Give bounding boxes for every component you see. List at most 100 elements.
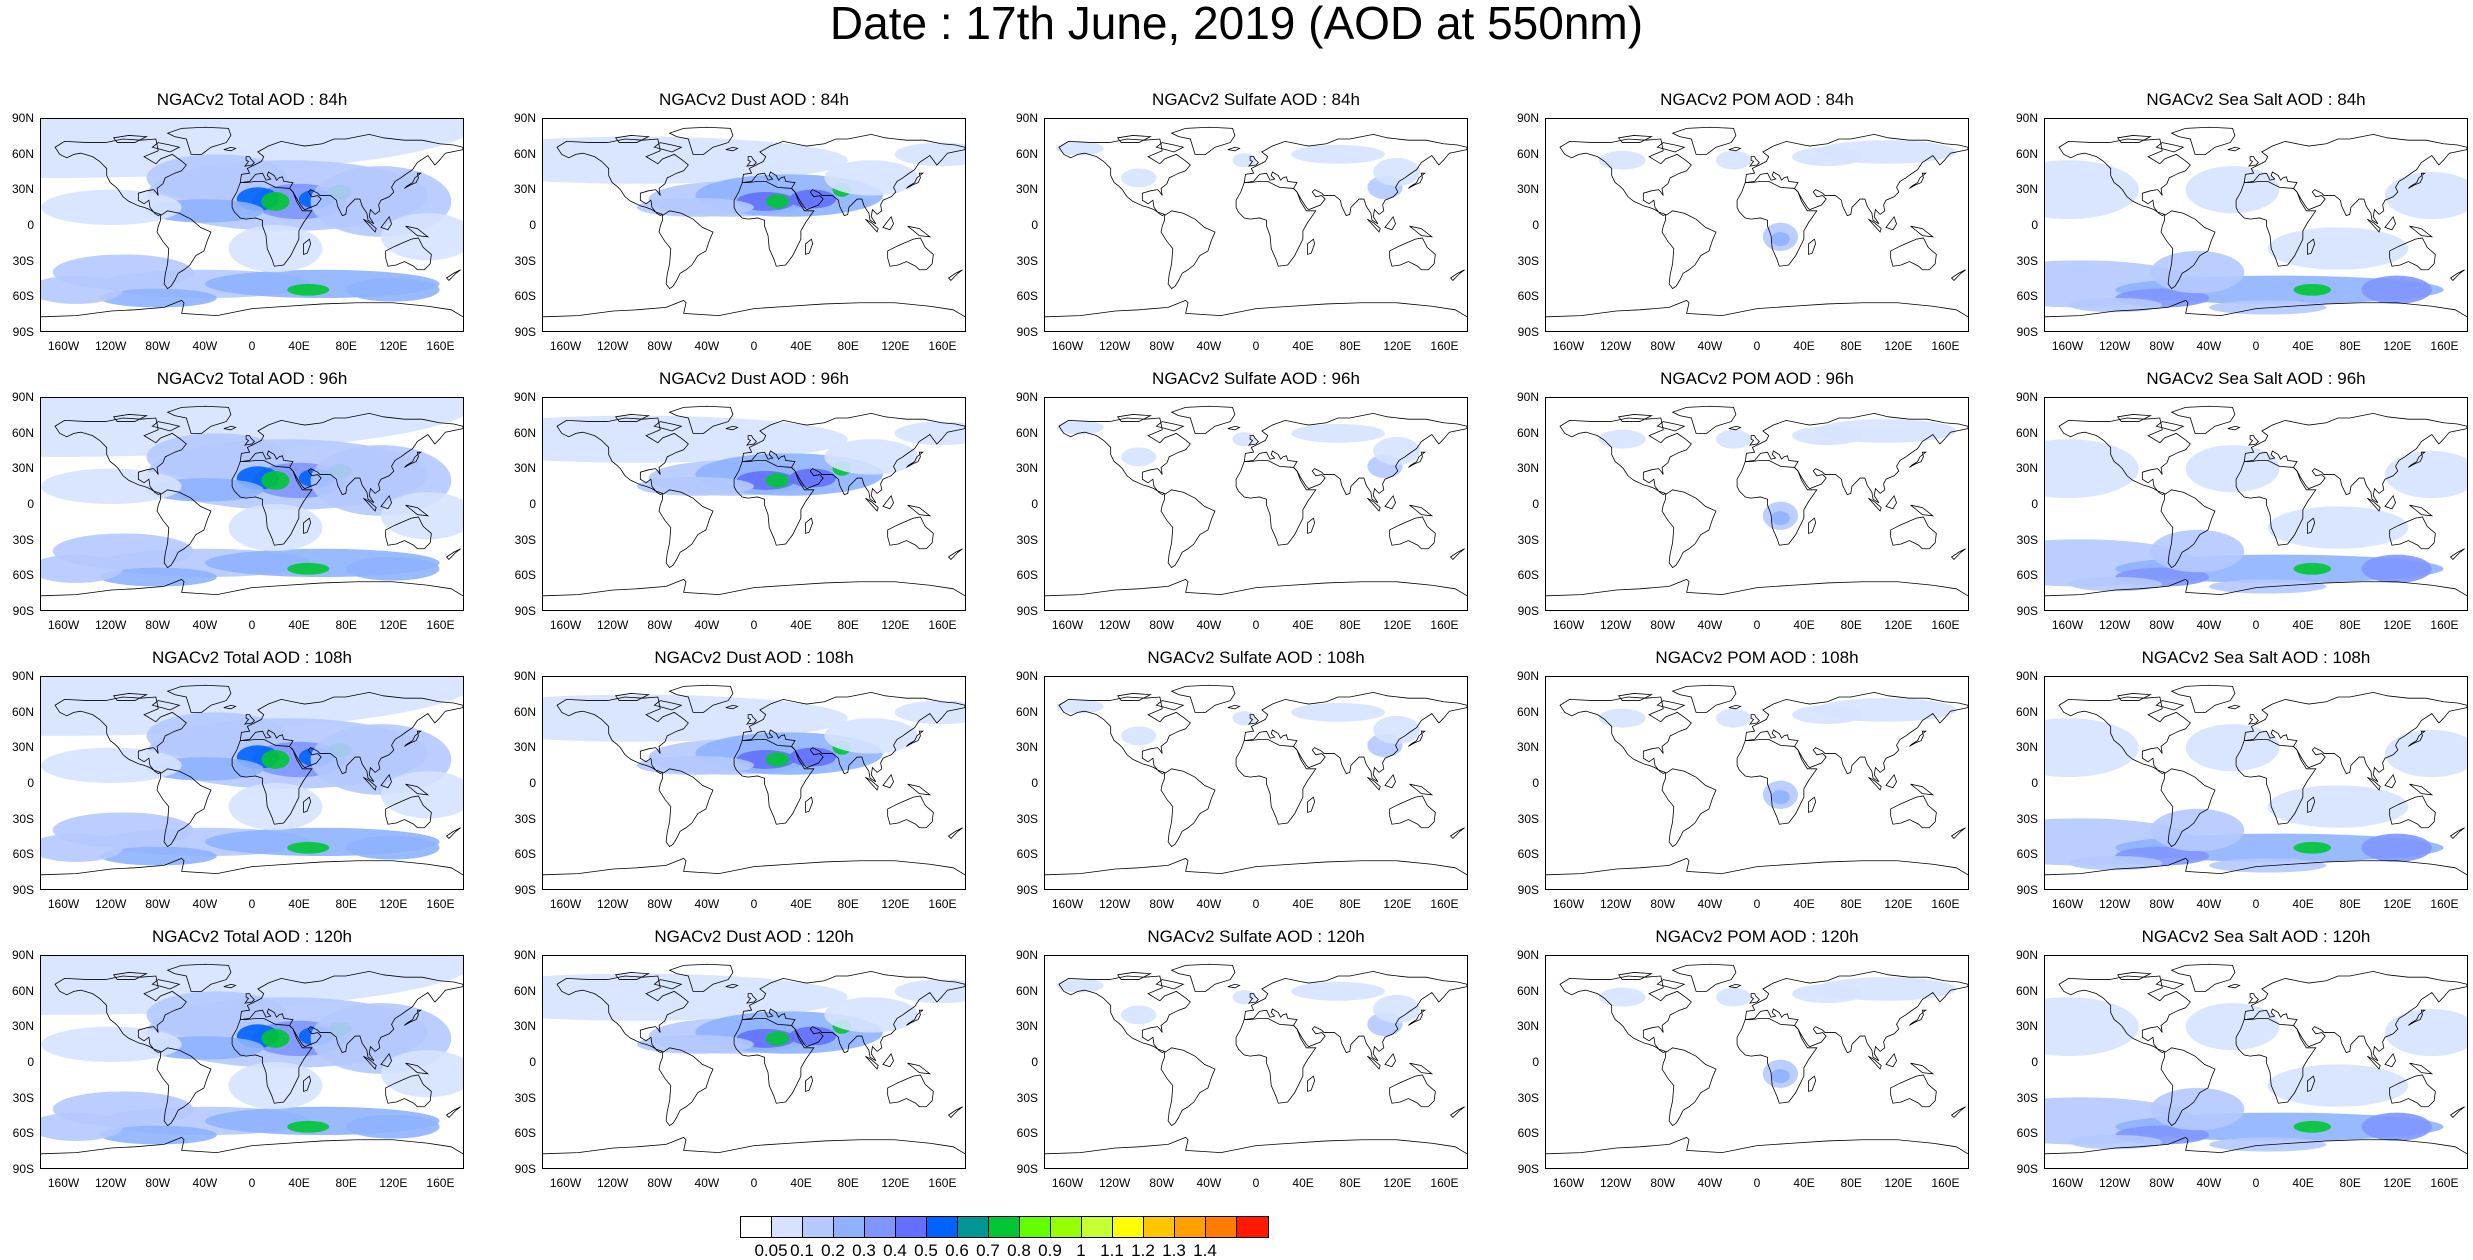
coastline xyxy=(658,1047,714,1127)
map-frame xyxy=(2044,118,2468,332)
world-map xyxy=(41,398,463,597)
lon-tick-label: 80W xyxy=(647,618,673,632)
lat-tick-label: 90S xyxy=(1517,604,1539,618)
coastline xyxy=(614,135,650,143)
lon-tick-label: 80W xyxy=(1149,339,1175,353)
coastline xyxy=(54,138,187,217)
coastline xyxy=(404,172,422,189)
lon-tick-label: 80E xyxy=(1840,1176,1862,1190)
aod-shading xyxy=(2384,451,2467,499)
lon-tick-label: 160E xyxy=(928,618,957,632)
coastline xyxy=(882,1052,894,1068)
world-map xyxy=(2045,126,2467,318)
coastline xyxy=(733,739,815,825)
lon-tick-label: 160W xyxy=(2051,339,2084,353)
lon-tick-label: 120W xyxy=(596,1176,629,1190)
lat-tick-label: 90N xyxy=(1015,948,1038,962)
lon-tick-label: 40E xyxy=(790,618,812,632)
lat-tick-label: 30S xyxy=(1016,253,1038,268)
aod-shading xyxy=(1771,1069,1790,1084)
lat-tick-label: 0 xyxy=(1031,776,1038,790)
coastline xyxy=(653,700,683,711)
coastline xyxy=(1384,773,1396,789)
lon-tick-label: 120E xyxy=(1383,897,1412,911)
lon-tick-label: 120E xyxy=(1383,1176,1412,1190)
aod-shading xyxy=(1291,423,1385,443)
coastline xyxy=(658,768,714,848)
lat-tick-label: 30N xyxy=(2015,1019,2038,1034)
lon-tick-label: 160W xyxy=(1552,897,1585,911)
coastline xyxy=(1910,225,1935,238)
colorbar-swatch xyxy=(1020,1217,1051,1237)
coastline xyxy=(1559,696,1692,775)
lat-tick-label: 60S xyxy=(12,847,34,862)
coastline xyxy=(1170,963,1236,992)
lat-tick-label: 30N xyxy=(1516,740,1539,755)
coastline-antarctica xyxy=(543,857,965,876)
coastline xyxy=(1728,425,1742,431)
lat-tick-label: 60N xyxy=(1015,983,1038,998)
lat-tick-label: 0 xyxy=(2031,776,2038,790)
lat-tick-label: 0 xyxy=(1532,1055,1539,1069)
coastline xyxy=(1808,796,1817,813)
coastline xyxy=(1408,1009,1426,1026)
panel-title: NGACv2 Dust AOD : 108h xyxy=(654,648,854,667)
aod-shading xyxy=(41,189,182,225)
coastline xyxy=(1885,773,1897,789)
lon-tick-label: 120W xyxy=(94,618,127,632)
coastline xyxy=(1116,693,1152,701)
lat-tick-label: 90N xyxy=(2015,669,2038,683)
lon-tick-label: 120E xyxy=(1383,618,1412,632)
aod-shading xyxy=(41,956,463,1015)
lat-tick-label: 90N xyxy=(11,111,34,125)
coastline xyxy=(733,181,815,267)
aod-shading xyxy=(1121,168,1157,188)
coastline xyxy=(405,504,430,517)
aod-shading xyxy=(636,197,754,217)
coastline xyxy=(1661,1047,1717,1127)
lat-tick-label: 0 xyxy=(2031,218,2038,232)
coastline xyxy=(2058,696,2191,775)
coastline xyxy=(385,1074,432,1108)
coastline xyxy=(2408,172,2426,189)
coastline xyxy=(239,691,463,783)
coastline xyxy=(2116,135,2152,143)
aod-shading xyxy=(1373,715,1421,745)
aod-shading xyxy=(2293,562,2332,575)
coastline xyxy=(2160,489,2216,569)
lat-tick-label: 90N xyxy=(1516,669,1539,683)
lat-tick-label: 0 xyxy=(529,218,536,232)
aod-shading xyxy=(789,189,837,209)
lat-tick-label: 60N xyxy=(513,983,536,998)
coastline xyxy=(2307,1075,2316,1092)
lon-tick-label: 160W xyxy=(2051,618,2084,632)
aod-shading xyxy=(41,119,463,178)
coastline xyxy=(2227,425,2241,431)
coastline xyxy=(112,414,148,422)
panel-title: NGACv2 POM AOD : 84h xyxy=(1660,90,1854,109)
lat-tick-label: 60N xyxy=(2015,425,2038,440)
aod-shading xyxy=(2068,577,2163,592)
aod-shading xyxy=(1291,702,1385,722)
world-map xyxy=(2045,405,2467,597)
aod-shading xyxy=(1598,708,1646,728)
lat-tick-label: 90N xyxy=(11,669,34,683)
colorbar-swatch xyxy=(834,1217,865,1237)
coastline-antarctica xyxy=(2045,1136,2467,1155)
coastline xyxy=(1389,516,1436,550)
coastline xyxy=(1155,421,1185,432)
lon-tick-label: 120E xyxy=(2383,897,2412,911)
coastline-antarctica xyxy=(543,1136,965,1155)
lon-tick-label: 120W xyxy=(1599,897,1632,911)
lat-tick-label: 0 xyxy=(2031,1055,2038,1069)
lat-tick-label: 90S xyxy=(2016,1162,2038,1176)
lon-tick-label: 80E xyxy=(837,618,859,632)
coastline-antarctica xyxy=(2045,299,2467,318)
lat-tick-label: 60N xyxy=(11,425,34,440)
lat-tick-label: 90N xyxy=(2015,111,2038,125)
colorbar-swatch xyxy=(1175,1217,1206,1237)
lat-tick-label: 90S xyxy=(514,604,536,618)
colorbar-label: 0.7 xyxy=(976,1241,1000,1260)
coastline xyxy=(658,489,714,569)
colorbar-swatch xyxy=(803,1217,834,1237)
